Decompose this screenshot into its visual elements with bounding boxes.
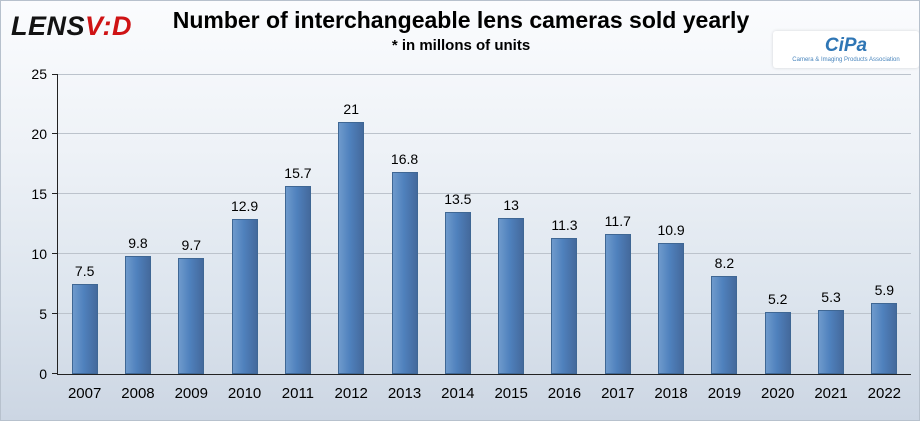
x-axis-label: 2016 bbox=[547, 385, 582, 402]
bar bbox=[818, 310, 845, 374]
bar bbox=[178, 257, 205, 374]
bar bbox=[551, 238, 578, 374]
bar-cell: 13 2015 bbox=[485, 74, 538, 402]
bar-value-label: 12.9 bbox=[230, 198, 259, 215]
y-axis-tick bbox=[52, 313, 57, 314]
bar-cell: 9.8 2008 bbox=[111, 74, 164, 402]
y-axis-label: 15 bbox=[31, 186, 47, 202]
bar-value-label: 15.7 bbox=[284, 164, 312, 181]
bar bbox=[764, 311, 791, 374]
lensvid-logo-red-part: V:D bbox=[85, 11, 133, 41]
y-axis-tick bbox=[52, 253, 57, 254]
bar bbox=[71, 284, 98, 374]
gridline bbox=[58, 133, 911, 134]
bar-chart: 0 5 10 15 20 25 7.5 2007 9.8 2008 9.7 2009 12.9 2010… bbox=[15, 67, 911, 402]
gridline bbox=[58, 253, 911, 254]
y-axis-tick bbox=[52, 193, 57, 194]
x-axis-label: 2015 bbox=[494, 385, 528, 402]
x-axis-label: 2007 bbox=[67, 385, 102, 402]
bar-cell: 9.7 2009 bbox=[165, 74, 218, 402]
y-axis-tick bbox=[52, 373, 57, 374]
y-axis-label: 0 bbox=[39, 366, 47, 382]
bar-value-label: 13 bbox=[503, 197, 519, 213]
y-axis: 0 5 10 15 20 25 bbox=[15, 67, 57, 381]
x-axis-label: 2019 bbox=[707, 385, 742, 402]
bar bbox=[444, 212, 471, 374]
bar-value-label: 21 bbox=[343, 101, 359, 117]
bar bbox=[498, 218, 525, 374]
chart-title: Number of interchangeable lens cameras s… bbox=[172, 7, 750, 33]
bar-cell: 12.9 2010 bbox=[218, 74, 271, 402]
bar-cell: 5.9 2022 bbox=[858, 74, 911, 402]
cipa-logo-tagline: Camera & Imaging Products Association bbox=[792, 57, 900, 63]
y-axis-label: 25 bbox=[31, 66, 47, 82]
plot-area: 7.5 2007 9.8 2008 9.7 2009 12.9 2010 15.7 2011 21 2… bbox=[57, 74, 911, 402]
bar-value-label: 13.5 bbox=[444, 191, 472, 207]
y-axis-label: 10 bbox=[31, 246, 47, 262]
x-axis-label: 2014 bbox=[441, 385, 475, 402]
y-axis-label: 20 bbox=[31, 126, 47, 142]
y-axis-tick bbox=[52, 133, 57, 134]
x-axis-label: 2010 bbox=[227, 385, 262, 402]
bar bbox=[711, 275, 738, 374]
bar-cell: 5.3 2021 bbox=[804, 74, 857, 402]
bar-cell: 16.8 2013 bbox=[378, 74, 431, 402]
bar bbox=[658, 243, 685, 374]
y-axis-tick bbox=[52, 74, 57, 75]
bar-cell: 8.2 2019 bbox=[698, 74, 751, 402]
bar bbox=[124, 256, 151, 374]
x-axis-label: 2009 bbox=[174, 385, 208, 402]
x-axis-label: 2013 bbox=[387, 385, 422, 402]
bar-cell: 7.5 2007 bbox=[58, 74, 111, 402]
bar-cell: 10.9 2018 bbox=[644, 74, 697, 402]
bar-cell: 5.2 2020 bbox=[751, 74, 804, 402]
lensvid-logo-black-part: LENS bbox=[11, 11, 86, 41]
bar bbox=[604, 233, 631, 374]
x-axis-label: 2022 bbox=[867, 385, 902, 402]
bar bbox=[231, 219, 258, 374]
bar-value-label: 11.7 bbox=[604, 212, 631, 229]
x-axis-label: 2008 bbox=[121, 385, 155, 402]
x-axis-label: 2018 bbox=[654, 385, 688, 402]
x-axis-label: 2012 bbox=[334, 385, 368, 402]
cipa-logo: CiPa Camera & Imaging Products Associati… bbox=[773, 31, 919, 68]
bar-cell: 15.7 2011 bbox=[271, 74, 324, 402]
x-axis-label: 2021 bbox=[814, 385, 848, 402]
y-axis-label: 5 bbox=[39, 306, 47, 322]
bar-cell: 11.7 2017 bbox=[591, 74, 644, 402]
bar-value-label: 5.3 bbox=[821, 289, 841, 306]
bar-value-label: 5.9 bbox=[874, 282, 895, 299]
bar-value-label: 11.3 bbox=[551, 217, 578, 234]
bar-cells: 7.5 2007 9.8 2008 9.7 2009 12.9 2010 15.7 2011 21 2… bbox=[58, 74, 911, 402]
bar-value-label: 16.8 bbox=[390, 151, 419, 168]
cipa-logo-mark: CiPa bbox=[824, 35, 868, 56]
x-axis-label: 2011 bbox=[281, 385, 315, 402]
bar bbox=[338, 122, 365, 374]
bar-value-label: 8.2 bbox=[714, 254, 735, 271]
bar-value-label: 9.7 bbox=[181, 236, 202, 253]
gridline bbox=[58, 313, 911, 314]
bar-value-label: 10.9 bbox=[657, 222, 685, 239]
bar bbox=[284, 185, 311, 374]
bar-cell: 21 2012 bbox=[325, 74, 378, 402]
bar-cell: 13.5 2014 bbox=[431, 74, 484, 402]
gridline bbox=[58, 193, 911, 194]
bar-value-label: 9.8 bbox=[128, 235, 148, 252]
bar-value-label: 5.2 bbox=[767, 290, 788, 307]
x-axis-label: 2017 bbox=[601, 385, 635, 402]
bar bbox=[871, 303, 898, 374]
lensvid-logo: LENSV:D bbox=[11, 11, 132, 42]
gridline bbox=[58, 74, 911, 75]
bar-value-label: 7.5 bbox=[74, 263, 95, 279]
x-axis-label: 2020 bbox=[761, 385, 795, 402]
bar bbox=[391, 172, 418, 374]
bar-cell: 11.3 2016 bbox=[538, 74, 591, 402]
